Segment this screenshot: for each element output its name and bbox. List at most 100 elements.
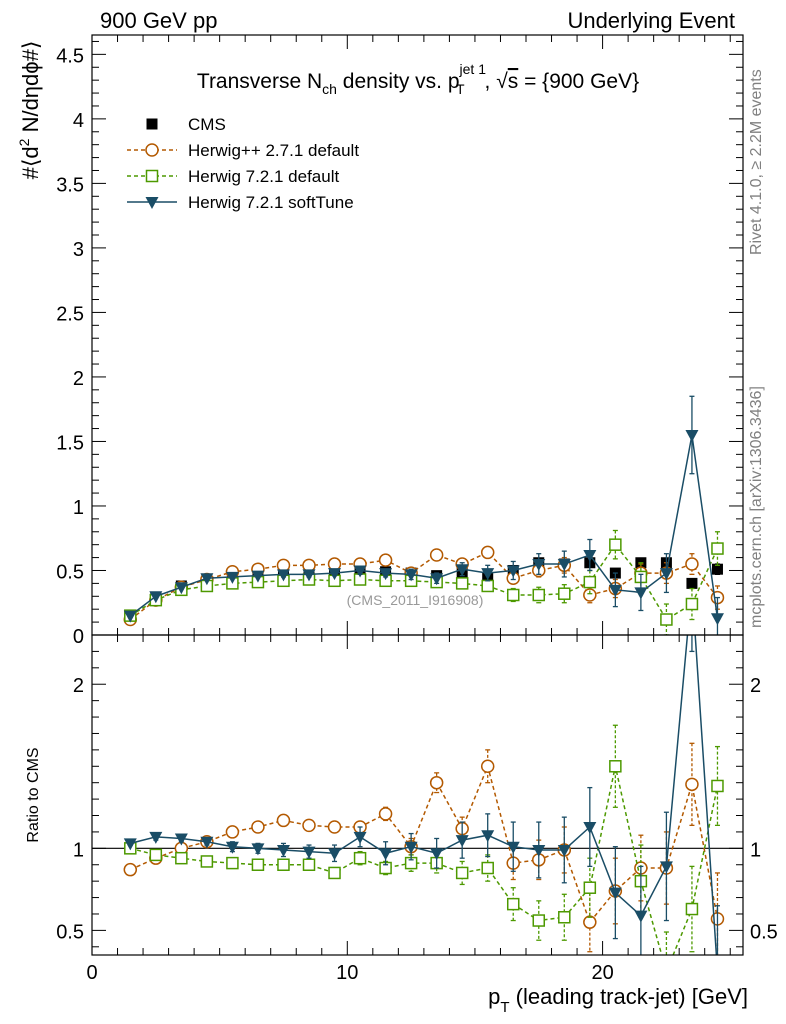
- main-point: [379, 568, 393, 581]
- main-point: [608, 584, 622, 597]
- legend-marker: [145, 169, 159, 183]
- main-point: [149, 591, 163, 604]
- ratio-point: [685, 777, 699, 792]
- ylabel-part-c: N/dηdϕ#⟩: [18, 41, 43, 139]
- title-sup-jet: jet 1: [459, 61, 487, 77]
- main-ytick-label: 0: [73, 626, 84, 648]
- ratio-point: [379, 848, 393, 861]
- main-series-herwig-2-7-1-default: [123, 545, 725, 627]
- title-s: s: [508, 70, 519, 93]
- ratio-point: [328, 866, 341, 880]
- ratio-point: [302, 858, 316, 871]
- ratio-point: [251, 820, 265, 834]
- title-part-c: density vs. p: [337, 70, 460, 93]
- ratio-point: [225, 841, 239, 854]
- legend-item-cms: CMS: [146, 115, 226, 134]
- main-point: [455, 564, 469, 577]
- main-ytick-label: 0.5: [56, 561, 84, 583]
- ratio-point: [328, 848, 342, 861]
- ratio-axes: 0 10 200.5 0.51 12 2: [56, 35, 778, 984]
- title-sub-t: T: [456, 81, 465, 97]
- ratio-plot-frame: [91, 634, 744, 956]
- legend-label: CMS: [188, 115, 226, 134]
- main-point: [481, 579, 494, 593]
- main-point: [378, 553, 393, 567]
- main-point: [302, 569, 316, 582]
- ratio-ytick-label-right: 1: [750, 839, 761, 861]
- ratio-point: [200, 855, 214, 868]
- main-point: [251, 570, 265, 583]
- main-point: [404, 569, 418, 582]
- main-ytick-label: 2.5: [56, 303, 84, 325]
- xlabel-part-rest: (leading track-jet) [GeV]: [510, 984, 748, 1009]
- ratio-point: [609, 760, 622, 773]
- ratio-point: [404, 841, 418, 854]
- ratio-point: [200, 836, 214, 849]
- ratio-point: [276, 844, 290, 857]
- main-point: [353, 565, 367, 578]
- title-part-i: = {900 GeV}: [518, 70, 639, 93]
- main-series-group: [123, 395, 725, 635]
- ratio-point: [302, 818, 316, 833]
- legend: CMS Herwig++ 2.7.1 default Herwig 7.2.1 de…: [127, 115, 359, 212]
- main-line-herwig-7-2-1-default: [129, 543, 719, 621]
- ratio-ytick-label: 1: [73, 839, 84, 861]
- main-point: [430, 573, 444, 586]
- legend-marker: [145, 197, 159, 209]
- ratio-point: [481, 861, 494, 875]
- main-ytick-label: 2: [73, 368, 84, 390]
- ratio-point: [174, 833, 188, 846]
- analysis-watermark: (CMS_2011_I916908): [347, 592, 484, 608]
- main-point: [609, 538, 622, 551]
- ratio-point: [557, 844, 571, 857]
- ratio-ytick-label-right: 0.5: [750, 921, 778, 943]
- ratio-point: [506, 897, 520, 911]
- ratio-point: [225, 825, 240, 839]
- main-point: [200, 573, 214, 586]
- header-left: 900 GeV pp: [100, 8, 217, 33]
- legend-marker: [146, 118, 158, 130]
- main-point: [557, 559, 571, 572]
- ratio-point: [327, 820, 342, 834]
- ratio-point: [251, 858, 265, 871]
- main-series-herwig-7-2-1-softtune: [123, 395, 724, 635]
- main-point: [506, 565, 520, 578]
- header-right: Underlying Event: [567, 8, 735, 33]
- main-point: [583, 588, 597, 602]
- main-ytick-label: 3.5: [56, 174, 84, 196]
- ratio-series-herwig-7-2-1-softtune: [123, 635, 720, 955]
- ratio-point: [583, 822, 597, 834]
- xtick-label: 10: [336, 962, 358, 984]
- main-point: [558, 587, 571, 600]
- ratio-point: [123, 862, 138, 877]
- legend-label: Herwig++ 2.7.1 default: [188, 141, 359, 160]
- xlabel-sub-t: T: [500, 999, 509, 1016]
- ratio-ytick-label: 2: [73, 675, 84, 697]
- main-ytick-label: 3: [73, 239, 84, 261]
- ratio-point: [481, 830, 495, 843]
- main-point: [583, 575, 597, 589]
- main-point: [276, 569, 290, 582]
- main-point: [660, 613, 673, 626]
- ratio-line-herwig-7-2-1-softtune: [130, 635, 718, 955]
- title-sub-ch: ch: [322, 81, 337, 97]
- ratio-point: [353, 831, 367, 844]
- main-point: [481, 568, 495, 581]
- title-part-f: ,: [485, 70, 497, 93]
- main-point: [686, 577, 698, 589]
- ratio-y-axis-label: Ratio to CMS: [25, 747, 42, 842]
- main-axes: 0 0.5 1 1.5 2 2.5 3 3.5 4 4.5: [56, 40, 743, 648]
- legend-label: Herwig 7.2.1 softTune: [188, 193, 354, 212]
- xlabel-part-p: p: [488, 984, 500, 1009]
- ratio-point: [149, 848, 163, 862]
- main-line-herwig-2-7-1-default: [129, 551, 719, 621]
- x-axis-label: pT (leading track-jet) [GeV]: [488, 984, 748, 1016]
- main-series-herwig-7-2-1-default: [124, 529, 724, 635]
- ratio-point: [583, 915, 597, 929]
- ratio-point: [226, 856, 239, 870]
- ratio-point: [430, 848, 444, 861]
- ratio-series-herwig-7-2-1-default: [124, 724, 724, 955]
- ratio-point: [455, 866, 469, 880]
- ylabel-part-a: #⟨d: [18, 146, 43, 179]
